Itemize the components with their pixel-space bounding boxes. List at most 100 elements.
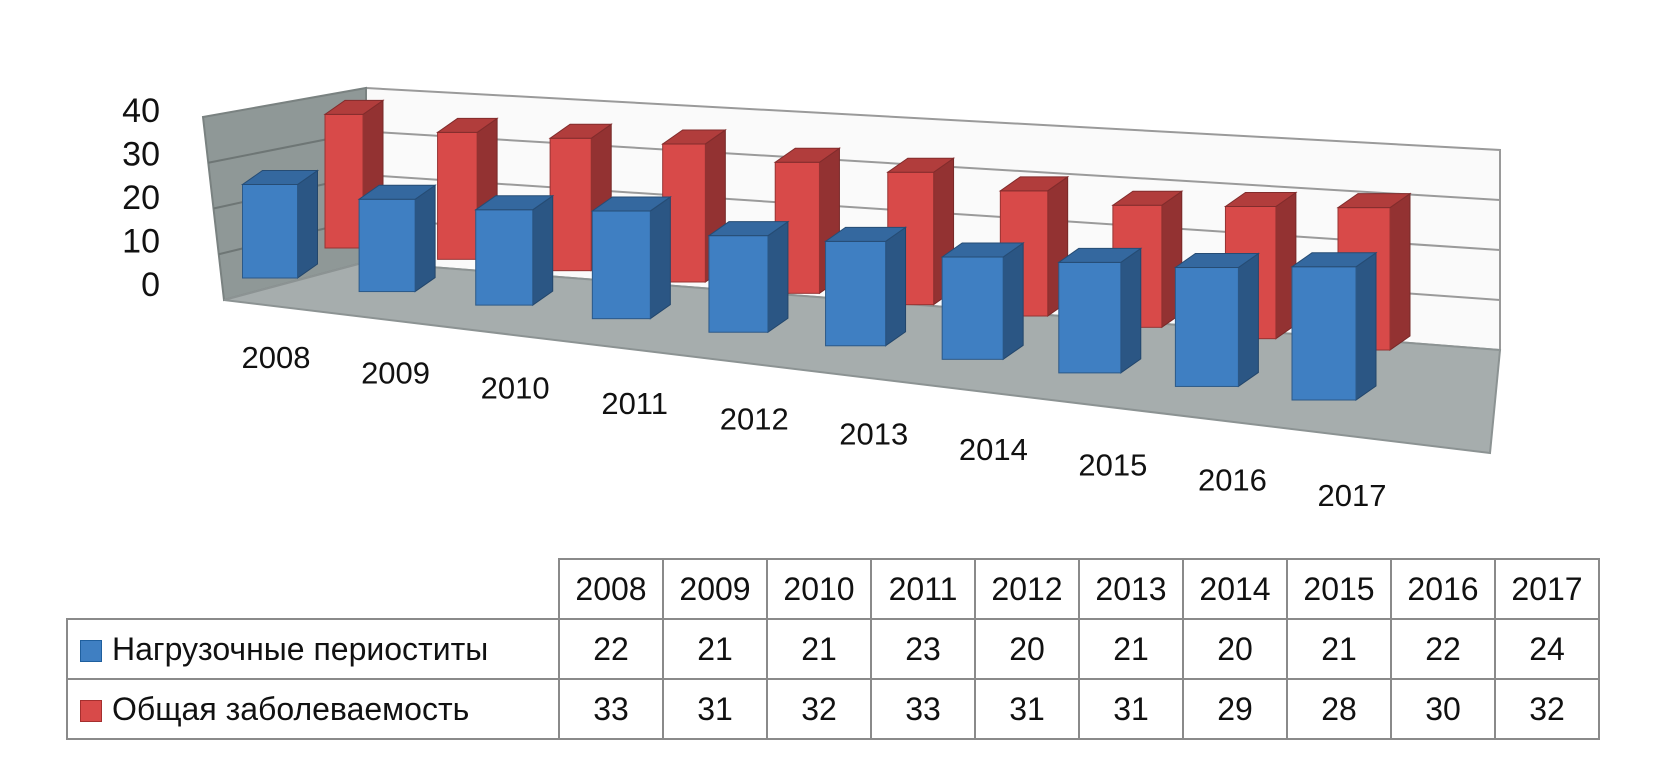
x-tick-label: 2012 bbox=[720, 401, 789, 436]
y-tick-label: 20 bbox=[122, 179, 160, 217]
bar bbox=[940, 242, 1025, 361]
bar-top bbox=[886, 157, 956, 173]
value-cell: 33 bbox=[870, 678, 976, 740]
bar-side bbox=[1237, 252, 1259, 388]
legend-entry: Нагрузочные периоститы bbox=[66, 618, 560, 680]
bar-top bbox=[1223, 192, 1298, 207]
bar-top bbox=[661, 129, 727, 145]
bar-front bbox=[549, 137, 592, 272]
bar-front bbox=[591, 210, 651, 320]
bar-side bbox=[885, 226, 907, 347]
value-cell: 28 bbox=[1286, 678, 1392, 740]
value-cell: 29 bbox=[1182, 678, 1288, 740]
x-tick-label: 2011 bbox=[601, 386, 668, 421]
x-tick-label: 2010 bbox=[481, 371, 550, 406]
x-tick-label: 2017 bbox=[1318, 478, 1387, 513]
bar-top bbox=[548, 123, 613, 139]
bar bbox=[240, 169, 320, 279]
bar-top bbox=[940, 242, 1025, 258]
bar-side bbox=[1120, 247, 1142, 374]
bar-top bbox=[240, 170, 320, 185]
legend-label: Общая заболеваемость bbox=[112, 690, 470, 727]
value-cell: 20 bbox=[974, 618, 1080, 680]
bar-top bbox=[823, 226, 908, 242]
y-tick-label: 40 bbox=[122, 92, 160, 130]
value-cell: 24 bbox=[1494, 618, 1600, 680]
value-cell: 33 bbox=[558, 678, 664, 740]
x-tick-label: 2014 bbox=[959, 432, 1028, 467]
bar-top bbox=[590, 196, 672, 212]
x-tick-label: 2016 bbox=[1198, 463, 1267, 498]
bar-front bbox=[358, 198, 416, 293]
value-cell: 23 bbox=[870, 618, 976, 680]
bar bbox=[357, 184, 437, 293]
legend-swatch-blue bbox=[80, 639, 102, 662]
bar-side bbox=[767, 220, 789, 334]
bar-side bbox=[414, 184, 436, 293]
bar-front bbox=[941, 256, 1004, 360]
bar-side bbox=[1002, 242, 1024, 361]
bar-side bbox=[1355, 251, 1377, 401]
x-tick-label: 2015 bbox=[1078, 447, 1147, 482]
bar-front bbox=[324, 113, 364, 249]
x-tick-label: 2013 bbox=[839, 417, 908, 452]
value-cell: 21 bbox=[662, 618, 768, 680]
bar-top bbox=[773, 147, 842, 163]
bar bbox=[1290, 251, 1378, 401]
x-tick-label: 2009 bbox=[361, 355, 430, 390]
y-tick-label: 30 bbox=[122, 136, 160, 174]
year-cell: 2008 bbox=[558, 558, 664, 620]
bar-top bbox=[357, 184, 437, 200]
bar-front bbox=[1058, 261, 1122, 374]
value-cell: 22 bbox=[1390, 618, 1496, 680]
year-cell: 2013 bbox=[1078, 558, 1184, 620]
year-cell: 2010 bbox=[766, 558, 872, 620]
bar-top bbox=[1057, 247, 1143, 263]
bar-top bbox=[435, 117, 499, 133]
value-cell: 32 bbox=[766, 678, 872, 740]
year-cell: 2012 bbox=[974, 558, 1080, 620]
chart-floor bbox=[223, 260, 1502, 455]
y-tick-label: 0 bbox=[141, 266, 160, 304]
value-cell: 31 bbox=[662, 678, 768, 740]
value-cell: 20 bbox=[1182, 618, 1288, 680]
bar-side bbox=[532, 194, 554, 307]
series-row-periostitis: Нагрузочные периоститы 22 21 21 23 20 21… bbox=[66, 618, 1600, 680]
legend-entry: Общая заболеваемость bbox=[66, 678, 560, 740]
bar-top bbox=[323, 99, 385, 115]
blank-cell bbox=[67, 559, 560, 620]
year-cell: 2014 bbox=[1182, 558, 1288, 620]
bar-front bbox=[708, 235, 769, 333]
bar-top bbox=[707, 221, 790, 237]
bar-front bbox=[1174, 267, 1239, 387]
value-cell: 31 bbox=[1078, 678, 1184, 740]
bar bbox=[474, 194, 555, 307]
value-cell: 21 bbox=[1078, 618, 1184, 680]
bar-side bbox=[297, 169, 318, 279]
value-cell: 32 bbox=[1494, 678, 1600, 740]
bar-top bbox=[1111, 190, 1184, 206]
bar-front bbox=[1291, 266, 1357, 401]
bar-top bbox=[474, 195, 555, 211]
value-cell: 30 bbox=[1390, 678, 1496, 740]
bar-front bbox=[825, 240, 887, 347]
year-cell: 2015 bbox=[1286, 558, 1392, 620]
year-cell: 2016 bbox=[1390, 558, 1496, 620]
bar-side bbox=[649, 195, 671, 320]
header-row: 2008 2009 2010 2011 2012 2013 2014 2015 … bbox=[67, 558, 1600, 620]
legend-swatch-red bbox=[80, 699, 102, 722]
bar-top bbox=[1290, 252, 1378, 268]
bars bbox=[240, 99, 1412, 401]
bar-front bbox=[242, 184, 298, 279]
y-axis: 0 10 20 30 40 bbox=[122, 92, 160, 304]
legend-label: Нагрузочные периоститы bbox=[112, 630, 489, 667]
value-cell: 31 bbox=[974, 678, 1080, 740]
bar-front bbox=[475, 209, 534, 306]
x-tick-label: 2008 bbox=[242, 340, 311, 375]
year-cell: 2011 bbox=[870, 558, 976, 620]
series-row-total: Общая заболеваемость 33 31 32 33 31 31 2… bbox=[66, 678, 1600, 740]
bar-top bbox=[1173, 253, 1260, 269]
bar bbox=[707, 220, 790, 334]
bar-top bbox=[1336, 193, 1412, 209]
